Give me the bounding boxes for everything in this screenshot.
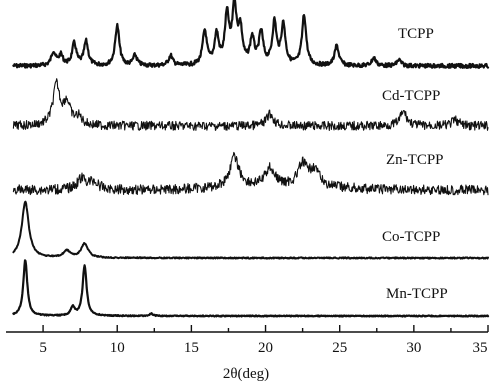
x-tick-label-5: 5: [39, 340, 47, 356]
trace-tcpp: [12, 0, 490, 69]
x-tick-label-35: 35: [473, 340, 488, 356]
x-axis-title: 2θ(deg): [223, 366, 269, 382]
trace-mn-tcpp: [12, 259, 490, 318]
series-label-mn-tcpp: Mn-TCPP: [386, 286, 448, 302]
series-label-cd-tcpp: Cd-TCPP: [382, 88, 440, 104]
x-tick-label-15: 15: [184, 340, 199, 356]
x-tick-label-10: 10: [110, 340, 125, 356]
trace-cd-tcpp: [12, 78, 489, 131]
x-tick-label-20: 20: [258, 340, 273, 356]
series-labels-group: TCPP Cd-TCPP Zn-TCPP Co-TCPP Mn-TCPP: [382, 26, 448, 302]
series-label-co-tcpp: Co-TCPP: [382, 229, 440, 245]
traces-group: [12, 0, 490, 318]
series-label-tcpp: TCPP: [398, 26, 434, 42]
x-tick-label-30: 30: [406, 340, 421, 356]
trace-co-tcpp: [12, 200, 489, 260]
series-label-zn-tcpp: Zn-TCPP: [386, 152, 444, 168]
x-axis-ticks: 5 10 15 20 25 30 35: [39, 325, 489, 356]
trace-zn-tcpp: [12, 151, 489, 196]
x-tick-label-25: 25: [332, 340, 347, 356]
